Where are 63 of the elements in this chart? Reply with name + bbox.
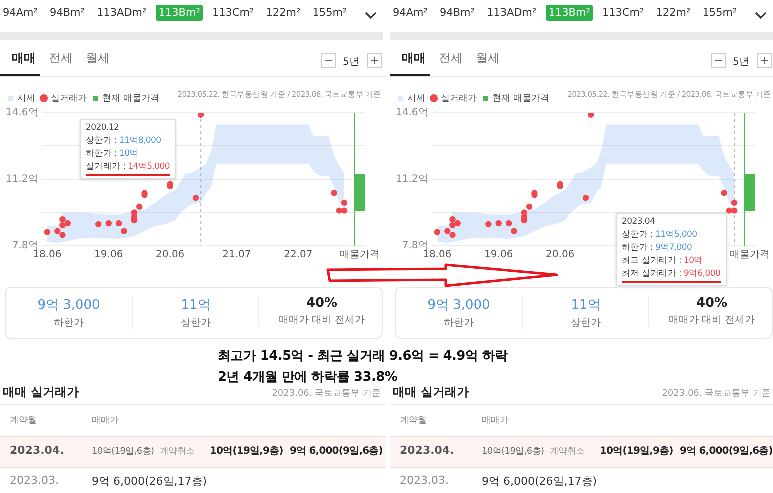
x-tick-label: 20.06 [156,250,185,261]
text: 9억 6,000(9일,6층) [290,446,383,457]
text: 9억 6,000(9일,6층) [680,446,773,457]
x-tick-label: 21.07 [222,250,252,261]
text: 계약취소 [160,447,195,457]
text: 5년 [343,57,360,68]
legend-label: 실거래가 [51,94,87,104]
text: 매매가 [482,416,509,426]
text: 11억 [181,298,211,313]
text: 94Am² 94Bm² 113ADm² 113Bm² 113Cm² 122m² 155m² [3,7,348,19]
text: 2023.04 상한가 : 11억5,000 하한가 : 9억7,000 최고 실거래가 : 10억 최저 실거래가 : 9억6,000 [622,217,721,279]
y-tick-label: 11.2억 [6,174,38,186]
text: 상한가 [571,318,601,329]
text: 상한가 [181,318,211,329]
x-tick-label: 19.06 [94,250,124,261]
text: 매매 전세 월세 [12,51,110,65]
legend-label: 현재 매물가격 [492,94,550,104]
text: 5년 [733,57,750,68]
text: 매매 실거래가 [3,385,80,399]
text: 10억(19일,9층) [210,446,284,457]
text: 11억 [571,298,601,313]
y-tick-label: 14.6억 [396,108,428,119]
text: 매매가 [92,416,119,426]
text: 하한가 [54,318,84,329]
text: 매매 전세 월세 [402,51,500,65]
legend-label: 현재 매물가격 [102,94,160,104]
text: 2023.06. 국토교통부 기준 [662,389,771,399]
text: 2023.06. 국토교통부 기준 [272,389,381,399]
x-tick-label: 18.06 [33,250,62,261]
text: 하한가 [444,318,474,329]
text: 계약취소 [550,447,585,457]
legend-label: 실거래가 [441,94,477,104]
text: 2023.03. [10,474,59,487]
text: 2020.12 상한가 : 11억8,000 하한가 : 10억 실거래가 : 14억5,000 [86,123,170,172]
text: 2023.03. [400,474,449,487]
text: 계약월 [10,416,37,426]
y-tick-label: 14.6억 [6,108,38,119]
x-tick-label: 매물가격 [340,250,380,261]
text: 매매가 대비 전세가 [668,315,756,326]
x-tick-label: 22.07 [284,250,313,261]
x-tick-label: 20.06 [546,250,575,261]
text: 10억(19일,9층) [600,446,674,457]
text: 계약월 [400,416,427,426]
text: 9억 6,000(26일,17층) [482,475,598,488]
legend-label: 시세 [408,94,426,104]
text: 9억 6,000(26일,17층) [92,475,208,488]
text: 9억 3,000 [38,298,100,313]
text: 매매가 대비 전세가 [278,315,366,326]
x-tick-label: 매물가격 [730,250,770,261]
text: 2023.04. [400,444,454,457]
legend-label: 시세 [18,94,36,104]
text: 40% [696,296,728,311]
text: 2023.04. [10,444,64,457]
text: 10억(19일,6층) [482,447,544,457]
x-tick-label: 19.06 [484,250,514,261]
text: 매매 실거래가 [393,385,470,399]
text: 10억(19일,6층) [92,447,154,457]
x-tick-label: 18.06 [423,250,452,261]
text: 최고가 14.5억 - 최근 실거래 9.6억 = 4.9억 하락 2년 4개월 만에 하락률 33.8% [218,349,508,385]
text: 40% [306,296,338,311]
text: 9억 3,000 [428,298,490,313]
y-tick-label: 11.2억 [396,174,428,186]
text: 94Am² 94Bm² 113ADm² 113Bm² 113Cm² 122m² 155m² [393,7,738,19]
